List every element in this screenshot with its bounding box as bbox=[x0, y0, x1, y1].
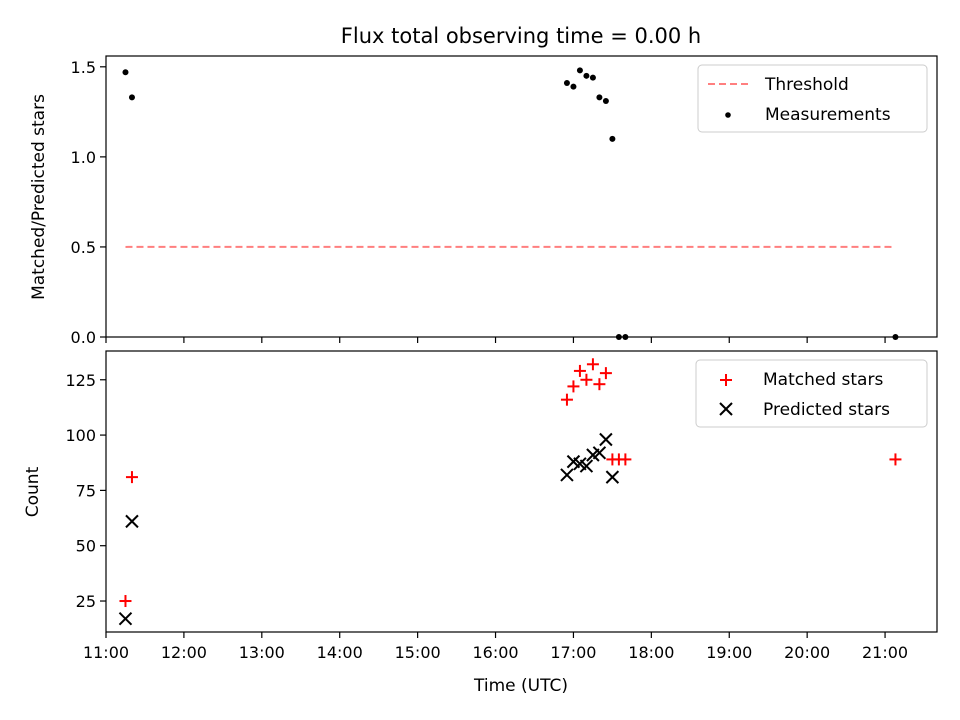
predicted-stars-point bbox=[599, 432, 613, 447]
matched-stars-point bbox=[560, 393, 573, 406]
predicted-stars-point-b bbox=[579, 459, 594, 473]
measurement-point bbox=[563, 80, 570, 87]
legend-predicted-label: Predicted stars bbox=[763, 400, 890, 420]
x-tick-label: 11:00 bbox=[83, 643, 129, 662]
matched-stars-point bbox=[119, 595, 132, 608]
legend-predicted-swatch bbox=[719, 402, 733, 416]
predicted-stars-point-b bbox=[566, 454, 581, 469]
bottom-legend-box bbox=[695, 359, 928, 428]
chart-title: Flux total observing time = 0.00 h bbox=[341, 24, 701, 48]
matched-stars-point bbox=[567, 380, 580, 393]
matched-stars-point bbox=[580, 373, 593, 386]
predicted-stars-point-b bbox=[599, 432, 613, 447]
bottom-y-tick-label: 125 bbox=[65, 371, 96, 390]
matched-stars-point bbox=[619, 453, 632, 466]
predicted-stars-point bbox=[125, 514, 139, 529]
x-tick-label: 17:00 bbox=[550, 643, 596, 662]
measurement-point bbox=[128, 94, 135, 101]
x-tick-label: 19:00 bbox=[706, 643, 752, 662]
matched-stars-point bbox=[593, 378, 606, 391]
predicted-stars-point bbox=[592, 446, 607, 460]
bottom-data-marks bbox=[118, 358, 902, 626]
bottom-y-tick-label: 50 bbox=[76, 537, 96, 556]
predicted-stars-point bbox=[118, 612, 133, 626]
legend-matched-swatch bbox=[720, 374, 732, 386]
predicted-stars-point-b bbox=[118, 612, 133, 626]
x-tick-label: 15:00 bbox=[395, 643, 441, 662]
predicted-stars-point bbox=[605, 470, 620, 484]
bottom-y-tick-label: 75 bbox=[76, 481, 96, 500]
predicted-stars-point bbox=[560, 468, 574, 482]
top-panel: 0.0 0.5 1.0 1.5 Matched/Predicted stars Thr… bbox=[29, 55, 938, 347]
top-y-tick-label: 1.5 bbox=[71, 58, 96, 77]
measurement-point bbox=[570, 83, 577, 90]
legend-matched-label: Matched stars bbox=[763, 370, 883, 390]
measurement-point bbox=[576, 67, 583, 74]
predicted-stars-point-b bbox=[125, 514, 139, 529]
top-legend: Threshold Measurements bbox=[697, 64, 928, 133]
x-tick-label: 13:00 bbox=[239, 643, 285, 662]
x-axis-label: Time (UTC) bbox=[473, 676, 568, 696]
top-y-tick-label: 1.0 bbox=[71, 148, 96, 167]
measurement-point bbox=[602, 98, 609, 105]
top-y-tick-label: 0.5 bbox=[71, 238, 96, 257]
measurement-point bbox=[583, 72, 590, 79]
measurement-point bbox=[609, 135, 616, 142]
measurement-point bbox=[596, 94, 603, 101]
x-tick-label: 18:00 bbox=[628, 643, 674, 662]
matched-stars-point bbox=[125, 471, 138, 484]
predicted-stars-point-b bbox=[592, 446, 607, 460]
bottom-legend: Matched stars Predicted stars bbox=[695, 359, 928, 428]
matched-stars-point bbox=[599, 367, 612, 380]
legend-threshold-label: Threshold bbox=[764, 75, 849, 95]
bottom-axes-ticks: 25 50 75 100 125 11:00 12:00 13:00 14:00 15:00 16:… bbox=[65, 371, 908, 662]
legend-measurements-swatch bbox=[725, 112, 731, 118]
top-axes-ticks: 0.0 0.5 1.0 1.5 bbox=[71, 58, 886, 347]
x-tick-label: 21:00 bbox=[862, 643, 908, 662]
matched-stars-point bbox=[573, 364, 586, 377]
matched-stars-point bbox=[889, 453, 902, 466]
x-tick-label: 14:00 bbox=[317, 643, 363, 662]
measurement-point bbox=[589, 74, 596, 81]
predicted-stars-point-b bbox=[605, 470, 620, 484]
x-tick-label: 12:00 bbox=[161, 643, 207, 662]
bottom-y-axis-label: Count bbox=[23, 466, 43, 517]
bottom-panel: 25 50 75 100 125 11:00 12:00 13:00 14:00 15:00 16:… bbox=[23, 350, 938, 696]
x-tick-label: 16:00 bbox=[472, 643, 518, 662]
predicted-stars-point bbox=[579, 459, 594, 473]
predicted-stars-point-b bbox=[560, 468, 574, 482]
top-y-axis-label: Matched/Predicted stars bbox=[29, 94, 49, 300]
bottom-plot-frame bbox=[105, 350, 938, 633]
bottom-y-tick-label: 25 bbox=[76, 592, 96, 611]
matched-stars-point bbox=[586, 358, 599, 371]
x-tick-label: 20:00 bbox=[784, 643, 830, 662]
predicted-stars-point-b bbox=[573, 457, 587, 471]
bottom-y-tick-label: 100 bbox=[65, 426, 96, 445]
measurement-point bbox=[122, 69, 129, 76]
top-plot-frame bbox=[105, 55, 938, 338]
top-y-tick-label: 0.0 bbox=[71, 328, 96, 347]
top-legend-box bbox=[697, 64, 928, 133]
legend-measurements-label: Measurements bbox=[765, 105, 891, 125]
